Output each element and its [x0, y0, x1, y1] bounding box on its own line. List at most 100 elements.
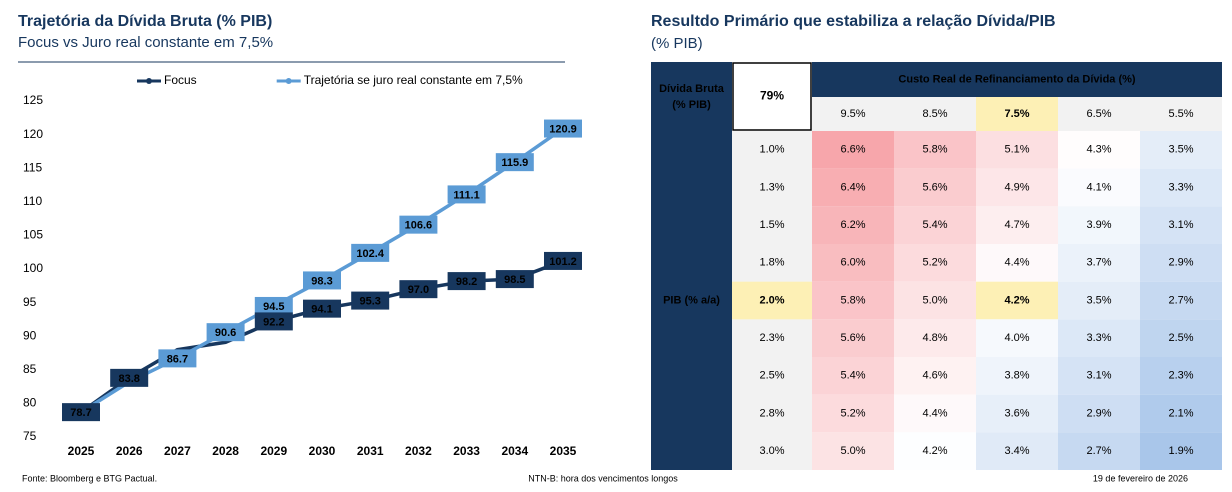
data-label-box [62, 403, 100, 422]
cell-label: 3.9% [1086, 219, 1111, 231]
data-label-box [351, 291, 390, 310]
y-tick-label: 80 [23, 396, 37, 410]
x-tick-label: 2025 [68, 444, 95, 458]
cell-label: 3.3% [1086, 332, 1111, 344]
cell [1140, 168, 1222, 207]
col-label: 7.5% [1004, 108, 1029, 120]
row-label: 2.0% [759, 294, 784, 306]
data-label-box [544, 251, 582, 270]
series-line [80, 127, 565, 414]
corner-cell [651, 62, 732, 131]
y-tick-label: 120 [23, 127, 43, 141]
cell [976, 357, 1058, 395]
cell [976, 432, 1058, 470]
cell [1058, 432, 1140, 470]
cell [812, 432, 894, 470]
footer-note: NTN-B: hora dos vencimentos longos [528, 473, 678, 483]
cell-label: 5.6% [922, 181, 947, 193]
cell [1140, 432, 1222, 470]
cell-label: 4.9% [1004, 181, 1029, 193]
cell-label: 4.6% [922, 370, 947, 382]
x-tick-label: 2031 [357, 444, 384, 458]
row-label: 1.5% [759, 219, 784, 231]
corner-value-cell [732, 62, 812, 131]
y-tick-label: 75 [23, 429, 37, 443]
cell [894, 131, 976, 169]
data-label: 98.2 [456, 276, 477, 288]
data-label-box [303, 271, 341, 290]
chart-title: Trajetória da Dívida Bruta (% PIB) [18, 13, 272, 30]
cell [894, 432, 976, 470]
cell-label: 4.2% [1004, 294, 1029, 306]
cell-label: 4.4% [922, 407, 947, 419]
row-label: 3.0% [759, 445, 784, 457]
row-label: 2.3% [759, 332, 784, 344]
cell-label: 3.7% [1086, 257, 1111, 269]
y-axis-label: PIB (% a/a) [663, 294, 720, 306]
cell [812, 131, 894, 169]
chart-subtitle: Focus vs Juro real constante em 7,5% [18, 34, 273, 51]
cell-label: 5.2% [922, 257, 947, 269]
cell-label: 4.3% [1086, 144, 1111, 156]
cell [812, 206, 894, 244]
data-label: 83.8 [118, 373, 139, 385]
corner-value: 79% [760, 89, 784, 103]
cell [894, 168, 976, 207]
cell-label: 5.2% [840, 407, 865, 419]
data-label: 115.9 [501, 157, 528, 169]
data-label-box [544, 119, 582, 138]
data-label: 90.6 [215, 327, 236, 339]
cell [1058, 357, 1140, 395]
cell-label: 4.8% [922, 332, 947, 344]
cell-label: 2.7% [1168, 294, 1193, 306]
cell [1058, 244, 1140, 282]
y-tick-label: 95 [23, 295, 37, 309]
data-label-box [254, 296, 293, 315]
cell-label: 3.4% [1004, 445, 1029, 457]
cell [1058, 206, 1140, 244]
data-label-box [399, 280, 438, 299]
cell-label: 5.1% [1004, 144, 1029, 156]
cell [1140, 319, 1222, 357]
col-label: 6.5% [1086, 108, 1111, 120]
col-label: 5.5% [1168, 108, 1193, 120]
data-label-box [303, 299, 341, 318]
cell-label: 4.4% [1004, 257, 1029, 269]
cell-label: 6.6% [840, 144, 865, 156]
x-tick-label: 2029 [260, 444, 287, 458]
cell [1058, 131, 1140, 169]
data-label-box [447, 185, 486, 204]
cell [976, 244, 1058, 282]
cell [812, 357, 894, 395]
data-label: 106.6 [405, 220, 433, 232]
cell [976, 206, 1058, 244]
y-tick-label: 110 [23, 194, 42, 208]
cell-label: 5.4% [840, 370, 865, 382]
y-header [651, 131, 732, 470]
y-tick-label: 100 [23, 261, 43, 275]
col-label: 8.5% [922, 108, 947, 120]
cell-label: 6.4% [840, 181, 865, 193]
cell [976, 394, 1058, 433]
footer-source: Fonte: Bloomberg e BTG Pactual. [22, 473, 157, 483]
data-label-box [110, 368, 149, 387]
y-tick-label: 90 [23, 328, 37, 342]
highlight [976, 97, 1058, 131]
data-label: 95.3 [359, 295, 380, 307]
x-tick-label: 2028 [212, 444, 239, 458]
row-label: 2.8% [759, 407, 784, 419]
cell-label: 5.6% [840, 332, 865, 344]
x-tick-label: 2026 [116, 444, 143, 458]
cell [1058, 281, 1140, 320]
legend-marker [146, 78, 152, 84]
row-label: 2.5% [759, 370, 784, 382]
cell [976, 319, 1058, 357]
data-label-box [254, 312, 293, 331]
cell [1140, 206, 1222, 244]
corner-label: Dívida Bruta [659, 83, 725, 95]
x-header [812, 62, 1222, 97]
x-tick-label: 2035 [550, 444, 577, 458]
cell-label: 2.7% [1086, 445, 1111, 457]
cell [894, 244, 976, 282]
corner-label: (% PIB) [672, 99, 711, 111]
